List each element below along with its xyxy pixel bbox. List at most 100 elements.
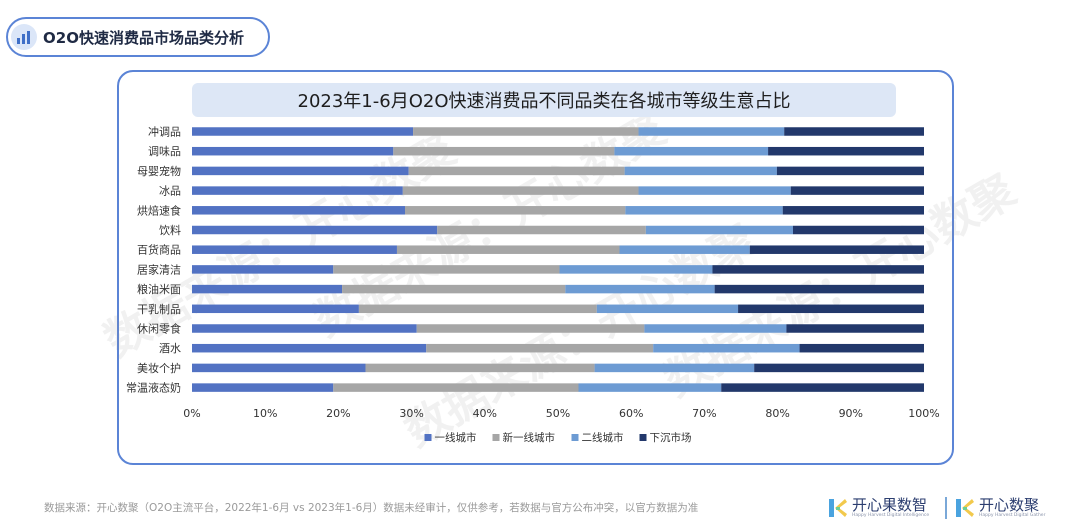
bar-segment xyxy=(393,146,615,156)
legend-label: 二线城市 xyxy=(582,431,624,444)
bar-segment xyxy=(192,383,334,392)
x-tick-label: 90% xyxy=(839,407,863,420)
chart-title: 2023年1-6月O2O快速消费品不同品类在各城市等级生意占比 xyxy=(297,91,791,112)
x-tick-label: 30% xyxy=(399,407,423,420)
legend-label: 新一线城市 xyxy=(503,431,556,444)
bar-segment xyxy=(333,265,560,274)
x-tick-label: 80% xyxy=(765,407,789,420)
bar-segment xyxy=(614,146,769,156)
bar-segment xyxy=(790,186,924,195)
bar-segment xyxy=(619,245,750,254)
bar-segment xyxy=(416,324,645,333)
bar-segment xyxy=(565,284,715,294)
bar-segment xyxy=(426,343,654,353)
bar-segment xyxy=(645,225,793,235)
kaixinshuju-logo-icon xyxy=(956,499,974,517)
x-tick-label: 0% xyxy=(183,407,200,420)
bar-segment xyxy=(594,363,755,373)
category-label: 百货商品 xyxy=(137,243,181,257)
bar-segment xyxy=(638,186,791,195)
x-tick-label: 20% xyxy=(326,407,350,420)
legend-label: 下沉市场 xyxy=(650,431,692,444)
logo-divider xyxy=(945,497,947,519)
legend-swatch xyxy=(571,434,579,441)
bar-segment xyxy=(786,324,924,333)
bar-segment xyxy=(625,206,783,215)
bar-segment xyxy=(402,186,639,195)
data-source-note: 数据来源：开心数聚（O2O主流平台，2022年1-6月 vs 2023年1-6月… xyxy=(44,502,699,514)
bar-segment xyxy=(192,324,417,333)
legend-label: 一线城市 xyxy=(435,431,477,444)
bar-segment xyxy=(776,166,924,176)
bar-segment xyxy=(358,304,597,314)
bar-segment xyxy=(738,304,924,314)
category-label: 休闲零食 xyxy=(137,322,181,336)
bar-segment xyxy=(192,206,406,215)
bar-segment xyxy=(799,343,924,353)
logo1-subtitle: Happy Harvest Digital Intelligence xyxy=(852,513,930,518)
x-tick-label: 100% xyxy=(908,407,939,420)
bar-segment xyxy=(596,304,739,314)
bar-segment xyxy=(638,127,785,136)
section-title: O2O快速消费品市场品类分析 xyxy=(43,28,244,47)
x-tick-label: 10% xyxy=(253,407,277,420)
kaixinshuju-logo: 开心数聚 Happy Harvest Digital Gather xyxy=(955,493,1045,523)
logo-area: 开心果数智 Happy Harvest Digital Intelligence… xyxy=(828,493,1073,523)
bar-segment xyxy=(192,265,334,274)
bar-segment xyxy=(192,304,359,314)
category-label: 粮油米面 xyxy=(137,282,181,296)
category-label: 常温液态奶 xyxy=(126,381,181,395)
category-label: 母婴宠物 xyxy=(137,164,181,178)
bar-segment xyxy=(712,265,924,274)
x-tick-label: 40% xyxy=(473,407,497,420)
bar-segment xyxy=(644,324,787,333)
chart-title-bar: 2023年1-6月O2O快速消费品不同品类在各城市等级生意占比 xyxy=(192,83,896,117)
bar-segment xyxy=(782,206,924,215)
category-label: 干乳制品 xyxy=(137,303,181,316)
bar-segment xyxy=(192,186,403,195)
bar-segment xyxy=(405,206,626,215)
category-label: 饮料 xyxy=(159,223,181,237)
x-tick-label: 70% xyxy=(692,407,716,420)
legend-swatch xyxy=(639,434,647,441)
bar-segment xyxy=(408,166,625,176)
kaixinguo-logo: 开心果数智 Happy Harvest Digital Intelligence xyxy=(828,493,929,523)
logo1-name: 开心果数智 xyxy=(852,496,928,514)
bar-segment xyxy=(559,265,713,274)
category-label: 烘焙速食 xyxy=(137,203,181,217)
bar-segment xyxy=(754,363,924,373)
bar-segment xyxy=(192,363,366,373)
section-header: O2O快速消费品市场品类分析 xyxy=(6,17,270,57)
bar-segment xyxy=(749,245,924,254)
bar-segment xyxy=(653,343,800,353)
bar-segment xyxy=(396,245,620,254)
logo2-name: 开心数聚 xyxy=(979,496,1040,514)
bar-segment xyxy=(721,383,924,392)
bar-segment xyxy=(333,383,579,392)
bar-chart-icon xyxy=(11,24,37,50)
category-label: 居家清洁 xyxy=(137,262,181,276)
bar-segment xyxy=(437,225,646,235)
bar-segment xyxy=(624,166,777,176)
category-label: 美妆个护 xyxy=(137,361,181,375)
legend-swatch xyxy=(492,434,500,441)
bar-segment xyxy=(365,363,595,373)
bar-segment xyxy=(342,284,566,294)
bar-segment xyxy=(192,245,397,254)
bar-segment xyxy=(192,284,343,294)
bar-segment xyxy=(192,166,409,176)
logo2-subtitle: Happy Harvest Digital Gather xyxy=(979,513,1046,518)
legend-swatch xyxy=(424,434,432,441)
bar-segment xyxy=(714,284,924,294)
category-label: 冲调品 xyxy=(148,125,181,139)
bar-segment xyxy=(192,225,438,235)
category-label: 调味品 xyxy=(148,145,181,158)
bar-segment xyxy=(768,146,924,156)
bar-segment xyxy=(784,127,924,136)
bar-segment xyxy=(413,127,639,136)
category-label: 冰品 xyxy=(159,185,181,198)
bar-segment xyxy=(578,383,722,392)
bar-segment xyxy=(792,225,924,235)
bar-segment xyxy=(192,127,414,136)
